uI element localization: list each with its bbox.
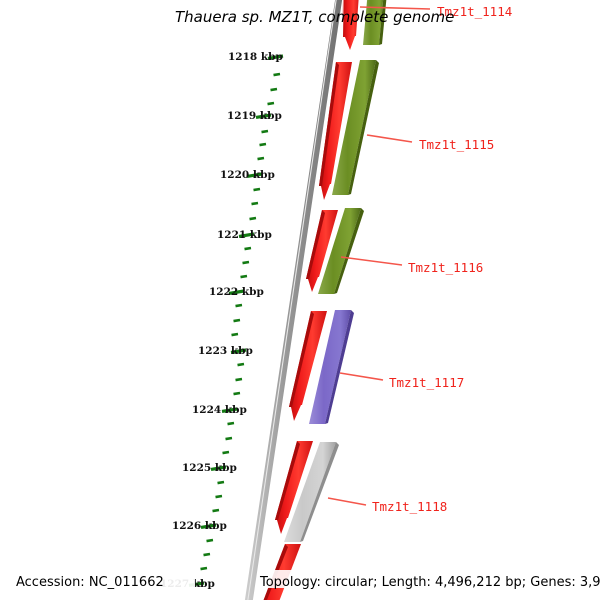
- gene-label-tmz1t_1116[interactable]: Tmz1t_1116: [408, 260, 483, 275]
- domain-block-1117[interactable]: [309, 310, 354, 424]
- ruler-tick-minor: [233, 318, 241, 323]
- feature-pair-1116[interactable]: [306, 208, 364, 294]
- ruler-tick-minor: [270, 87, 278, 92]
- gene-label-leader: [339, 372, 384, 381]
- cds-block-1118[interactable]: [275, 441, 313, 534]
- ruler-tick-minor: [237, 362, 245, 367]
- ruler-tick-minor: [200, 566, 208, 571]
- ruler-tick-major: [200, 523, 217, 529]
- feature-pair-1118[interactable]: [275, 441, 339, 542]
- map-title-text: Thauera sp. MZ1T, complete genome: [175, 8, 454, 26]
- genome-summary-label: Topology: circular; Length: 4,496,212 bp…: [259, 575, 600, 590]
- status-bar: Accession: NC_011662 Topology: circular;…: [15, 570, 600, 590]
- ruler-tick-minor: [206, 538, 214, 543]
- cds-block-1117[interactable]: [289, 311, 327, 421]
- gene-label-tmz1t_1117[interactable]: Tmz1t_1117: [389, 375, 464, 390]
- domain-block-1118[interactable]: [284, 442, 339, 542]
- ruler-tick-major: [210, 465, 227, 471]
- ruler-tick-minor: [215, 494, 223, 499]
- cds-block-1116[interactable]: [306, 210, 338, 292]
- ruler-tick-minor: [235, 303, 243, 308]
- cds-block-1114[interactable]: [343, 0, 360, 50]
- ruler-tick-minor: [242, 260, 250, 265]
- ruler-tick-major: [221, 407, 238, 413]
- ruler-tick-minor: [233, 391, 241, 396]
- ruler-tick-minor: [235, 377, 243, 382]
- ruler-tick-minor: [231, 332, 239, 337]
- ruler-tick-minor: [217, 480, 225, 485]
- ruler-tick-minor: [225, 436, 233, 441]
- genome-backbone[interactable]: [244, 0, 343, 600]
- gene-label-leader: [359, 6, 431, 10]
- feature-pair-1115[interactable]: [319, 60, 379, 200]
- gene-label-tmz1t_1114[interactable]: Tmz1t_1114: [437, 4, 512, 19]
- feature-pair-1114[interactable]: [343, 0, 388, 50]
- ruler-tick-label: 1218 kbp: [228, 51, 283, 63]
- ruler-tick-minor: [240, 274, 248, 279]
- domain-block-1114[interactable]: [363, 0, 388, 45]
- ruler-tick-label: 1222 kbp: [209, 286, 264, 298]
- ruler-tick-minor: [261, 129, 269, 134]
- gene-label-leader: [327, 497, 367, 506]
- ruler-tick-major: [246, 172, 263, 178]
- ruler-tick-major: [267, 54, 284, 60]
- cds-block-1115[interactable]: [319, 62, 352, 200]
- coordinate-ruler[interactable]: 1218 kbp 1219 kbp 1220 kbp 1221 kbp 1222 kbp…: [160, 51, 284, 590]
- ruler-tick-minor: [257, 156, 265, 161]
- gene-label-tmz1t_1115[interactable]: Tmz1t_1115: [419, 137, 494, 152]
- ruler-tick-label: 1219 kbp: [227, 110, 282, 122]
- ruler-tick-label: 1221 kbp: [217, 229, 272, 241]
- ruler-tick-minor: [244, 246, 252, 251]
- ruler-tick-major: [255, 113, 272, 119]
- ruler-tick-label: 1226 kbp: [172, 520, 227, 532]
- ruler-tick-minor: [253, 187, 261, 192]
- gene-label-tmz1t_1118[interactable]: Tmz1t_1118: [372, 499, 447, 514]
- ruler-tick-label: 1225 kbp: [182, 462, 237, 474]
- gene-label-group[interactable]: Tmz1t_1114 Tmz1t_1115 Tmz1t_1116 Tmz1t_1117…: [327, 4, 512, 514]
- map-title: Thauera sp. MZ1T, complete genome: [175, 8, 454, 26]
- ruler-tick-minor: [212, 508, 220, 513]
- ruler-tick-minor: [267, 101, 275, 106]
- accession-label: Accession: NC_011662: [16, 575, 164, 590]
- ruler-tick-label: 1223 kbp: [198, 345, 253, 357]
- gene-label-leader: [340, 256, 403, 266]
- ruler-tick-minor: [203, 552, 211, 557]
- domain-block-1116[interactable]: [318, 208, 364, 294]
- ruler-tick-minor: [249, 216, 257, 221]
- ruler-tick-major: [230, 348, 247, 354]
- gene-label-leader: [366, 134, 413, 143]
- ruler-tick-minor: [259, 142, 267, 147]
- domain-block-1115[interactable]: [332, 60, 379, 195]
- feature-pair-1117[interactable]: [289, 310, 354, 424]
- ruler-tick-minor: [222, 450, 230, 455]
- ruler-tick-major: [238, 232, 255, 238]
- ruler-tick-minor: [227, 421, 235, 426]
- ruler-tick-minor: [273, 72, 281, 77]
- ruler-tick-label: 1220 kbp: [220, 169, 275, 181]
- ruler-tick-label: 1224 kbp: [192, 404, 247, 416]
- ruler-tick-major: [228, 289, 245, 295]
- ruler-tick-minor: [251, 201, 259, 206]
